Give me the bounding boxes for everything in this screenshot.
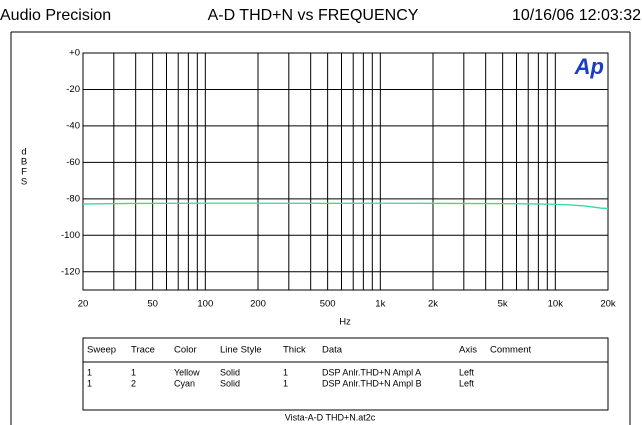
y-axis-label: B bbox=[21, 157, 27, 168]
y-tick-label: -80 bbox=[66, 193, 80, 204]
legend-box bbox=[82, 337, 609, 411]
chart-title: A-D THD+N vs FREQUENCY bbox=[208, 7, 419, 24]
y-tick-label: -60 bbox=[66, 157, 80, 168]
legend-cell: DSP Anlr.THD+N Ampl B bbox=[322, 378, 422, 388]
data-line bbox=[82, 202, 609, 210]
x-tick-label: 1k bbox=[375, 299, 385, 310]
brand: Audio Precision bbox=[0, 7, 111, 24]
legend-cell: 1 bbox=[87, 367, 92, 377]
y-tick-label: +0 bbox=[69, 48, 80, 59]
legend-cell: Cyan bbox=[174, 378, 195, 388]
footer: Vista-A-D THD+N.at2c bbox=[285, 412, 376, 422]
timestamp: 10/16/06 12:03:32 bbox=[512, 7, 641, 24]
y-tick-label: -40 bbox=[66, 120, 80, 131]
x-tick-label: 200 bbox=[250, 299, 266, 310]
x-tick-label: 20k bbox=[600, 299, 616, 310]
legend-header: Data bbox=[322, 345, 343, 356]
legend-cell: Solid bbox=[220, 367, 240, 377]
legend-cell: Solid bbox=[220, 378, 240, 388]
y-tick-label: -20 bbox=[66, 84, 80, 95]
logo: Ap bbox=[574, 54, 604, 79]
x-tick-label: 20 bbox=[78, 299, 89, 310]
legend-header: Axis bbox=[459, 345, 477, 356]
legend-cell: 1 bbox=[283, 378, 288, 388]
y-tick-label: -100 bbox=[61, 230, 80, 241]
legend-cell: 1 bbox=[87, 378, 92, 388]
legend-header: Color bbox=[174, 345, 197, 356]
legend-header: Thick bbox=[283, 345, 306, 356]
legend-cell: Left bbox=[459, 378, 475, 388]
x-tick-label: 500 bbox=[320, 299, 336, 310]
y-axis-label: d bbox=[21, 147, 26, 158]
x-axis-label: Hz bbox=[339, 317, 351, 328]
x-tick-label: 2k bbox=[428, 299, 438, 310]
legend-cell: DSP Anlr.THD+N Ampl A bbox=[322, 367, 421, 377]
legend-cell: 1 bbox=[131, 367, 136, 377]
x-tick-label: 100 bbox=[197, 299, 213, 310]
legend-cell: Left bbox=[459, 367, 475, 377]
x-tick-label: 50 bbox=[147, 299, 158, 310]
y-axis-label: S bbox=[21, 177, 27, 188]
x-tick-label: 10k bbox=[548, 299, 564, 310]
legend-cell: 1 bbox=[283, 367, 288, 377]
legend-header: Comment bbox=[490, 345, 532, 356]
x-tick-label: 5k bbox=[498, 299, 508, 310]
y-axis-label: F bbox=[21, 167, 27, 178]
legend-header: Trace bbox=[131, 345, 155, 356]
legend-cell: Yellow bbox=[174, 367, 200, 377]
legend-header: Line Style bbox=[220, 345, 262, 356]
y-tick-label: -120 bbox=[61, 266, 80, 277]
plot-area bbox=[82, 52, 609, 291]
legend-cell: 2 bbox=[131, 378, 136, 388]
legend-header: Sweep bbox=[87, 345, 116, 356]
